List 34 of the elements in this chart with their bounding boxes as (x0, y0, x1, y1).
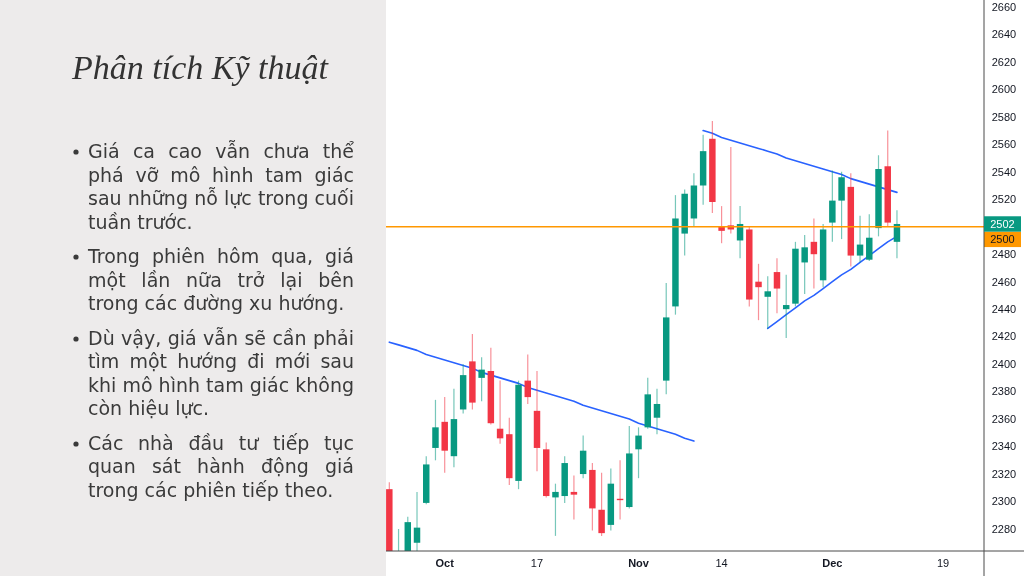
y-tick-label: 2520 (991, 193, 1017, 206)
y-tick-label: 2480 (991, 248, 1017, 261)
x-tick-label: 14 (715, 557, 728, 569)
y-tick-label: 2460 (991, 275, 1017, 288)
y-tick-label: 2280 (991, 522, 1017, 535)
y-tick-label: 2380 (991, 385, 1017, 398)
x-tick-label: Dec (822, 557, 843, 569)
x-tick-label: Nov (628, 557, 650, 569)
y-tick-label: 2400 (991, 357, 1017, 370)
line-series (702, 129, 898, 194)
text: Phân tích Kỹ thuật (71, 49, 330, 86)
y-tick-label: 2440 (991, 303, 1017, 316)
y-tick-label: 2620 (991, 55, 1017, 68)
text: Trong phiên hôm qua, giá một lần nữa trở lại bên trong các đường xu hướng. (88, 245, 354, 316)
y-tick-label: 2340 (991, 440, 1017, 453)
text: Giá ca cao vẫn chưa thể phá vỡ mô hình tam giác sau những nỗ lực trong cuối tuần trước. (88, 140, 354, 234)
y-tick-label: 2300 (991, 495, 1017, 508)
line-series (388, 341, 695, 442)
ref-line-label: 2500 (990, 233, 1015, 246)
y-tick-label: 2560 (991, 138, 1017, 151)
x-tick-label: Oct (435, 557, 455, 569)
y-tick-label: 2540 (991, 165, 1017, 178)
y-tick-label: 2420 (991, 330, 1017, 343)
text: Các nhà đầu tư tiếp tục quan sát hành động giá trong các phiên tiếp theo. (88, 431, 354, 502)
y-tick-label: 2360 (991, 412, 1017, 425)
y-tick-label: 2580 (991, 110, 1017, 123)
x-tick-label: 17 (530, 557, 544, 569)
x-tick-label: 19 (936, 557, 950, 569)
annotation: 2502 (990, 217, 1015, 230)
y-tick-label: 2320 (991, 467, 1017, 480)
text: Dù vậy, giá vẫn sẽ cần phải tìm một hướng đi mới sau khi mô hình tam giác không còn hiệu lực. (88, 326, 354, 421)
y-tick-label: 2660 (991, 0, 1017, 13)
y-tick-label: 2600 (991, 83, 1017, 96)
y-tick-label: 2640 (991, 28, 1017, 41)
